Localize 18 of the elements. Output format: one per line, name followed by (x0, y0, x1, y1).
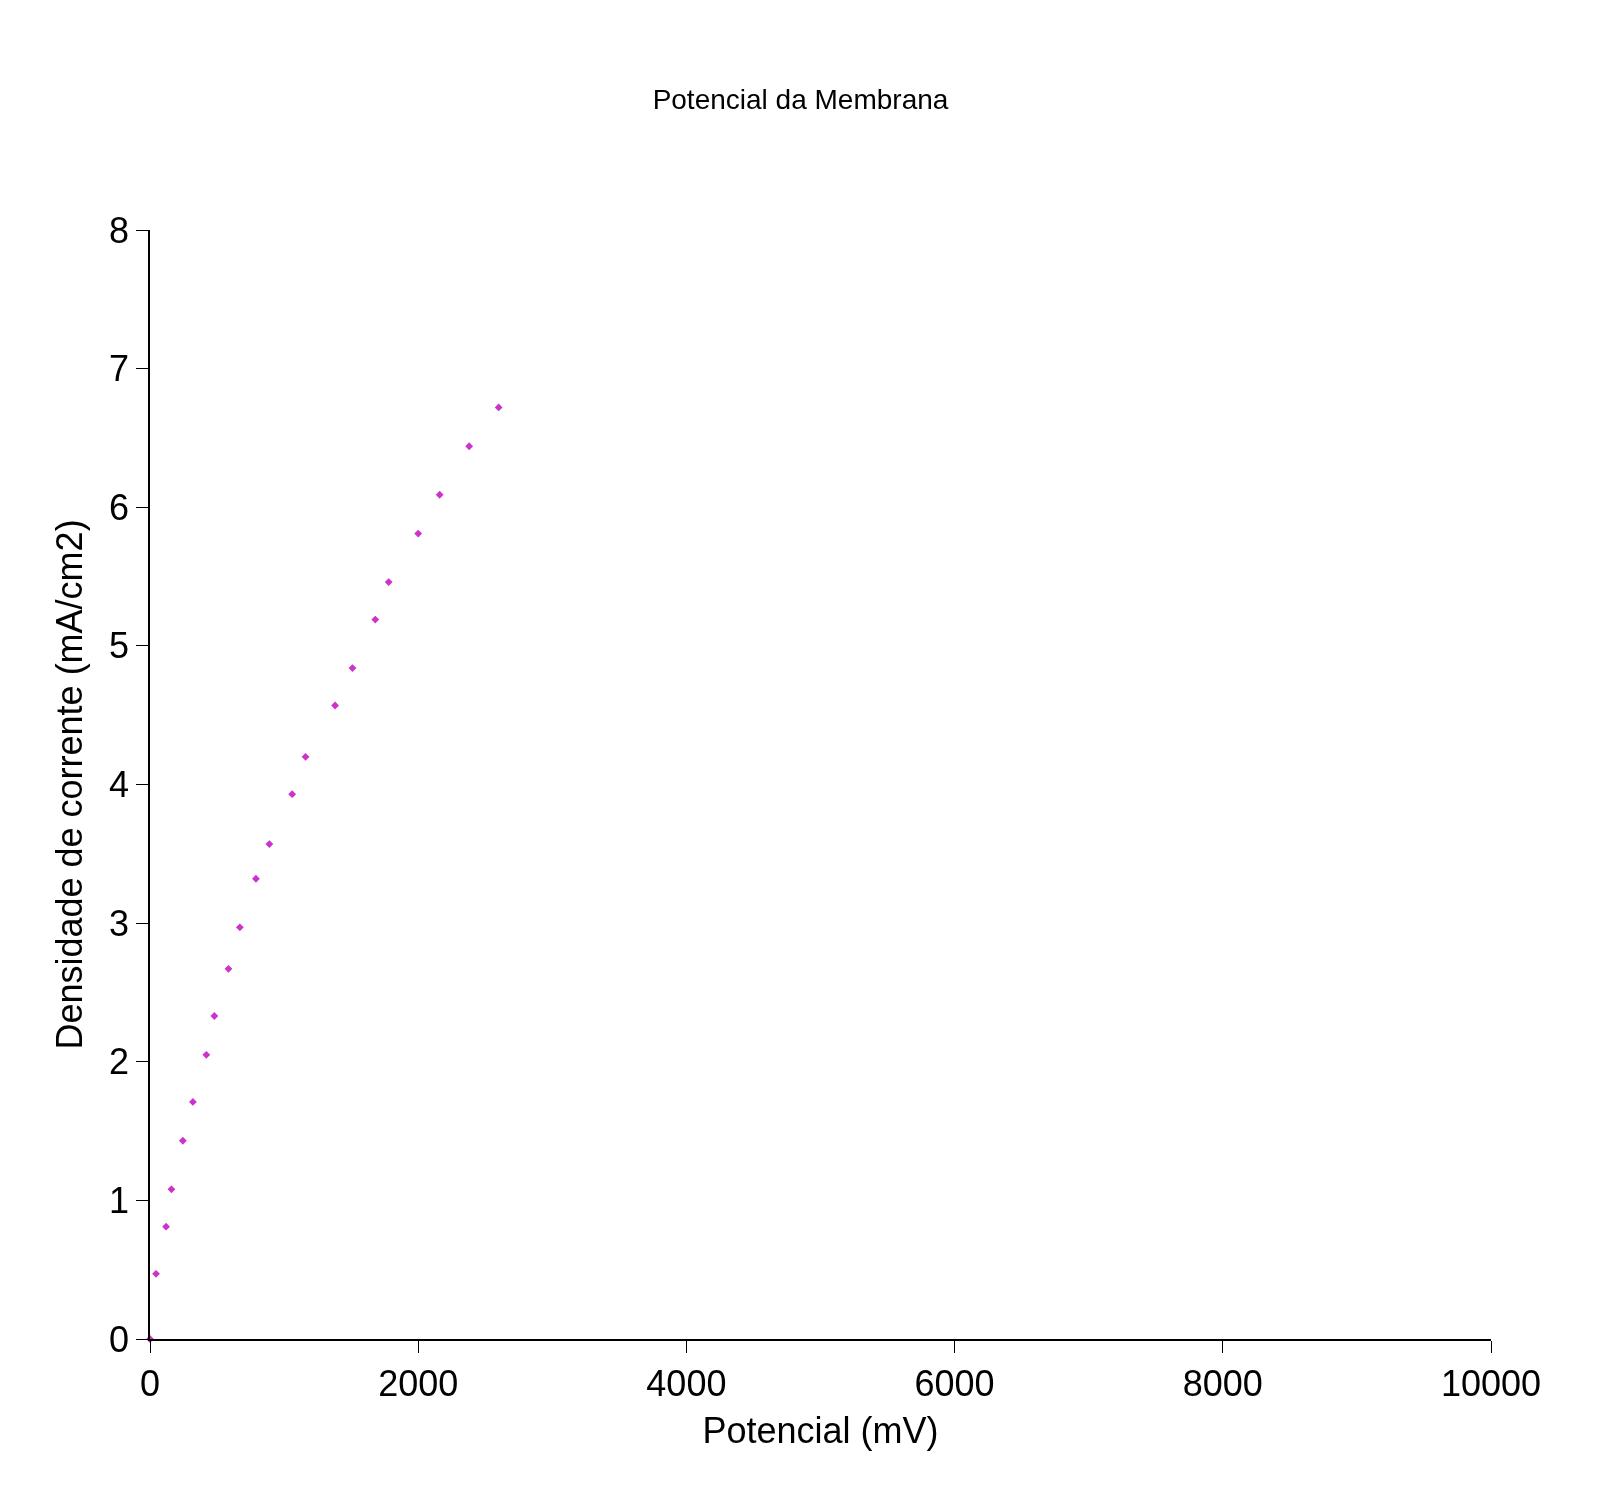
y-tick-label: 8 (109, 209, 130, 251)
y-tick-label: 5 (109, 625, 130, 667)
x-axis-title: Potencial (mV) (702, 1410, 939, 1452)
chart-title: Potencial da Membrana (652, 83, 949, 115)
y-tick-label: 1 (109, 1179, 130, 1221)
x-tick-label: 6000 (914, 1362, 995, 1404)
y-tick-label: 0 (109, 1318, 130, 1360)
x-tick-label: 8000 (1182, 1362, 1263, 1404)
y-tick-label: 7 (109, 348, 130, 390)
y-tick-label: 6 (109, 486, 130, 528)
x-tick-label: 2000 (378, 1362, 459, 1404)
x-tick-label: 0 (139, 1362, 161, 1404)
y-axis-title: Densidade de corrente (mA/cm2) (49, 519, 91, 1050)
y-tick-label: 2 (109, 1041, 130, 1083)
x-tick-label: 4000 (646, 1362, 727, 1404)
x-tick-label: 10000 (1440, 1362, 1542, 1404)
y-tick-label: 4 (109, 764, 130, 806)
y-tick-label: 3 (109, 902, 130, 944)
